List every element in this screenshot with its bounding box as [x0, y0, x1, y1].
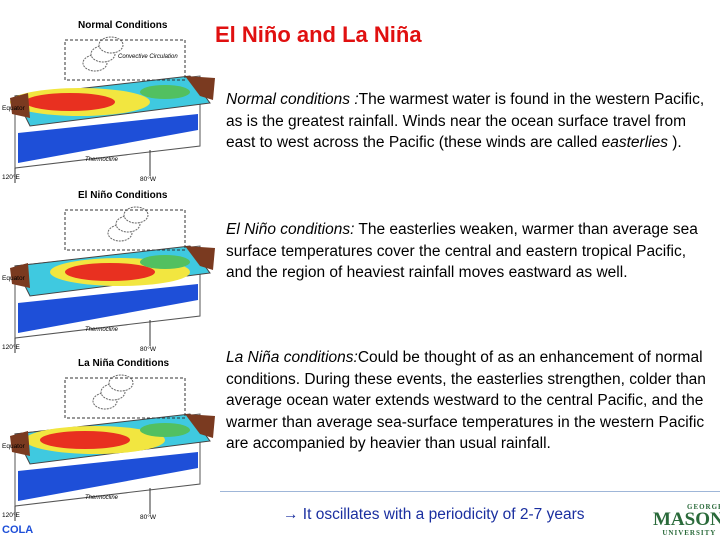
diagram-label: Equator [2, 443, 26, 450]
warm-pool [65, 263, 155, 281]
diagram-label: 80°W [140, 513, 157, 521]
text-segment: easterlies [601, 134, 668, 151]
cool-tongue [140, 255, 190, 269]
paragraph: Normal conditions :The warmest water is … [226, 89, 716, 154]
cool-tongue [140, 85, 190, 99]
diagram-label: Thermocline [85, 157, 119, 163]
circulation-box [64, 377, 186, 419]
diagram-label: 120°E [2, 343, 20, 351]
thermocline-layer [18, 114, 198, 163]
land [185, 246, 215, 270]
diagram-label: Thermocline [85, 327, 119, 333]
cloud [108, 374, 134, 392]
land [10, 431, 30, 456]
warm-pool [40, 431, 130, 449]
diagram-label: Thermocline [85, 495, 119, 501]
text-segment: Could be thought of as an enhancement of… [226, 349, 706, 452]
circulation-box [64, 39, 186, 81]
logo-main: MASON [653, 509, 720, 530]
land [185, 76, 215, 100]
land [185, 414, 215, 438]
text-segment: El Niño conditions: [226, 221, 355, 238]
diagrams: Normal Conditions Convective Circulation E… [2, 20, 215, 536]
diagram-label: 80°W [140, 345, 157, 353]
cool-tongue [140, 423, 190, 437]
diagram-label: 120°E [2, 173, 20, 181]
cola-logo: COLA [2, 524, 33, 536]
text-segment: Normal conditions : [226, 91, 359, 108]
diagram-title: Normal Conditions [78, 20, 168, 31]
warm-pool [25, 93, 115, 111]
paragraph: El Niño conditions: The easterlies weake… [226, 219, 716, 284]
text-segment: The warmest water is found in the wester… [226, 91, 705, 151]
diagram-title: La Niña Conditions [78, 358, 170, 369]
diagram-label: Convective Circulation [118, 54, 178, 60]
diagram-title: El Niño Conditions [78, 190, 168, 201]
logo-top: GEORGE [687, 503, 720, 511]
university-logo: GEORGE MASON UNIVERSITY [653, 503, 720, 537]
thermocline-layer [18, 452, 198, 501]
text-segment: La Niña conditions: [226, 349, 358, 366]
diagram-label: Equator [2, 275, 26, 282]
land [10, 263, 30, 288]
paragraph: La Niña conditions:Could be thought of a… [226, 347, 716, 455]
text-segment: The easterlies weaken, warmer than avera… [226, 221, 698, 281]
text-segment: ). [667, 134, 682, 151]
cloud [123, 206, 149, 224]
divider [220, 491, 720, 492]
thermocline-layer [18, 284, 198, 333]
diagram-label: 120°E [2, 511, 20, 519]
slide-title: El Niño and La Niña [215, 22, 422, 47]
circulation-box [64, 209, 186, 251]
logo-bottom: UNIVERSITY [662, 529, 717, 537]
diagram-label: 80°W [140, 175, 157, 183]
diagram-label: Equator [2, 105, 26, 112]
land [10, 93, 30, 118]
footer-note: → It oscillates with a periodicity of 2-… [283, 506, 585, 523]
cloud [98, 36, 124, 54]
